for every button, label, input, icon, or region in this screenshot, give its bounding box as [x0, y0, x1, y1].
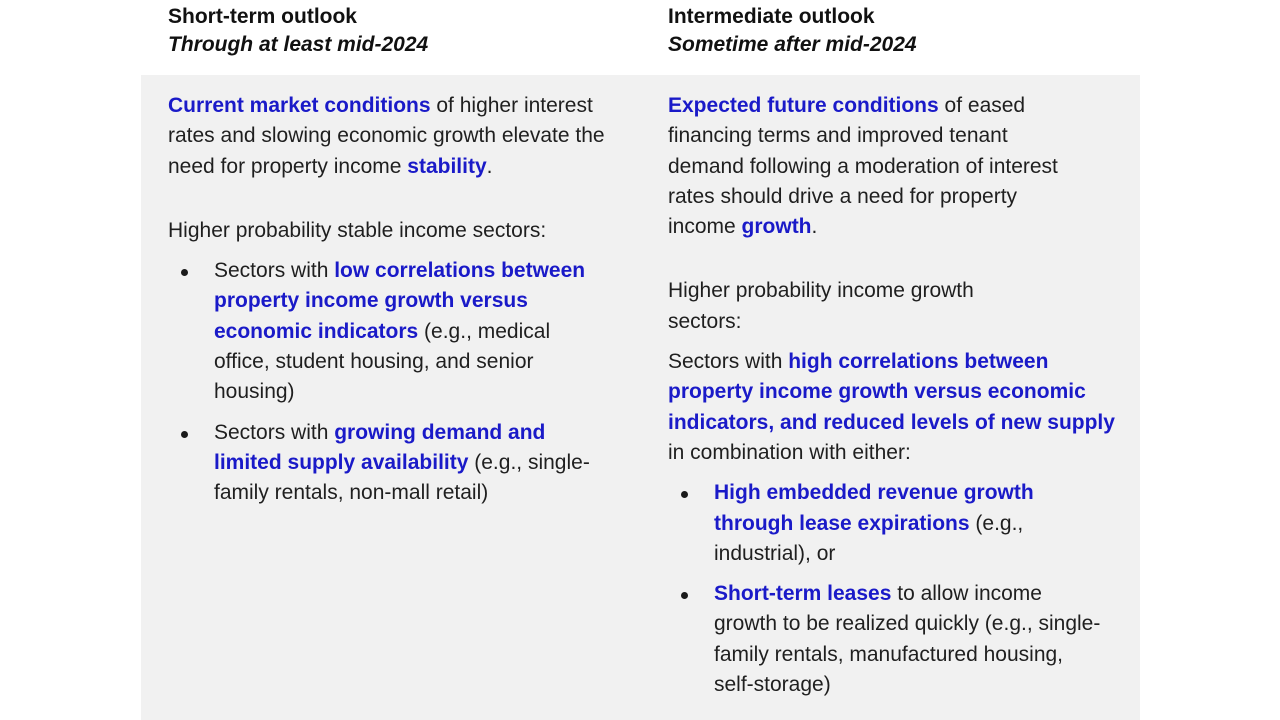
content-panel [141, 75, 1140, 720]
intro-period: . [486, 154, 493, 178]
intro-emphasis: Current market conditions [168, 94, 431, 117]
intro-text: of higher interest rates and slowing eco… [168, 94, 605, 178]
bullet-icon [681, 491, 688, 499]
short-term-intro: Current market conditions of higher inte… [168, 91, 628, 182]
bullet-icon [181, 430, 188, 438]
intermediate-body: Expected future conditions of eased fina… [668, 91, 1128, 710]
list-item: Sectors with growing demand and limited … [168, 418, 608, 509]
intro-text: of eased financing terms and improved te… [668, 94, 1058, 239]
intermediate-sectors-label: Higher probability income growth sectors… [668, 279, 974, 333]
short-term-sectors-label: Higher probability stable income sectors… [168, 218, 547, 242]
short-term-title: Short-term outlook [168, 5, 357, 28]
short-term-bullet-list: Sectors with low correlations between pr… [168, 256, 608, 508]
bullet-icon [181, 269, 188, 277]
list-item: Sectors with low correlations between pr… [168, 256, 608, 407]
intro-period: . [811, 215, 818, 239]
short-term-header: Short-term outlook Through at least mid-… [168, 3, 628, 59]
intermediate-subtitle: Sometime after mid-2024 [668, 33, 917, 56]
list-item: Short-term leases to allow income growth… [668, 579, 1108, 700]
short-term-subtitle: Through at least mid-2024 [168, 33, 429, 56]
intro-keyword: growth [741, 215, 812, 239]
intro-keyword: stability [407, 154, 487, 178]
intermediate-title: Intermediate outlook [668, 5, 875, 28]
short-term-body: Current market conditions of higher inte… [168, 91, 628, 519]
intermediate-intro: Expected future conditions of eased fina… [668, 91, 1088, 242]
intro-emphasis: Expected future conditions [668, 94, 939, 117]
intermediate-lead: Sectors with high correlations between p… [668, 350, 1115, 464]
bullet-icon [681, 592, 688, 600]
list-item: High embedded revenue growth through lea… [668, 478, 1108, 569]
intermediate-header: Intermediate outlook Sometime after mid-… [668, 3, 1128, 59]
intermediate-bullet-list: High embedded revenue growth through lea… [668, 478, 1108, 700]
